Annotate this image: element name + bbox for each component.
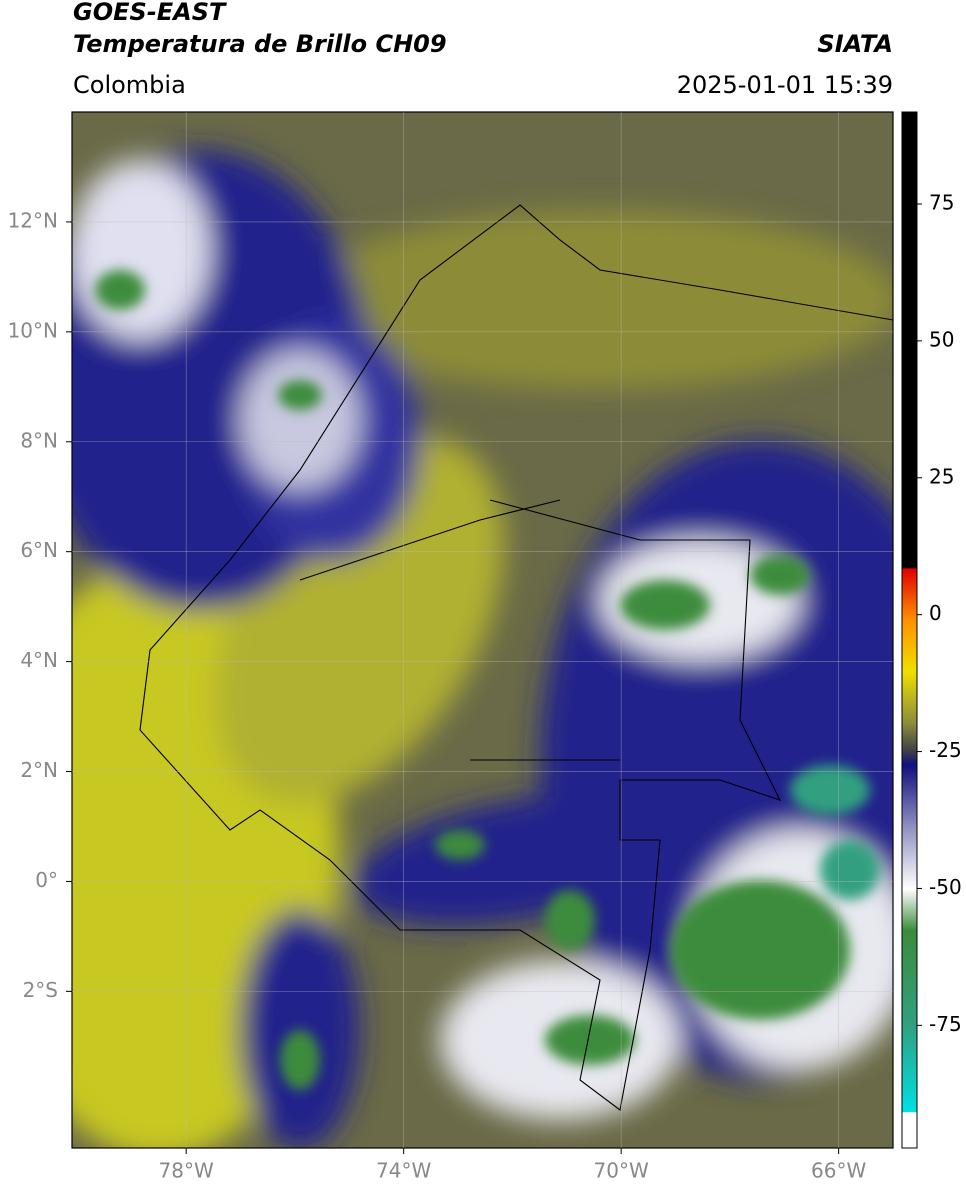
colorbar-tick-label: -75 [929,1012,962,1036]
lat-tick-label: 4°N [20,648,58,672]
map-frame [71,111,894,1149]
lon-tick-label: 66°W [811,1159,866,1183]
lon-tick-label: 70°W [594,1159,649,1183]
colorbar [901,111,918,1149]
lat-tick-label: 0° [35,868,58,892]
title: GOES-EAST [73,0,227,26]
colorbar-tick-label: 50 [929,327,954,351]
lat-tick-label: 10°N [8,318,58,342]
colorbar-tick-label: -50 [929,875,962,899]
colorbar-tick-label: 75 [929,190,954,214]
satellite-image [72,112,893,1148]
colorbar-tick-label: 0 [929,601,942,625]
lat-tick-label: 2°S [23,978,58,1002]
colorbar-tick-label: 25 [929,464,954,488]
lat-tick-label: 8°N [20,428,58,452]
colorbar-tick-label: -25 [929,738,962,762]
lat-tick-label: 12°N [8,208,58,232]
region: Colombia [73,71,186,99]
lat-tick-label: 2°N [20,758,58,782]
source: SIATA [817,30,893,58]
datetime: 2025-01-01 15:39 [677,71,893,99]
lat-tick-label: 6°N [20,538,58,562]
lon-tick-label: 78°W [159,1159,214,1183]
subtitle: Temperatura de Brillo CH09 [73,30,447,58]
lon-tick-label: 74°W [376,1159,431,1183]
